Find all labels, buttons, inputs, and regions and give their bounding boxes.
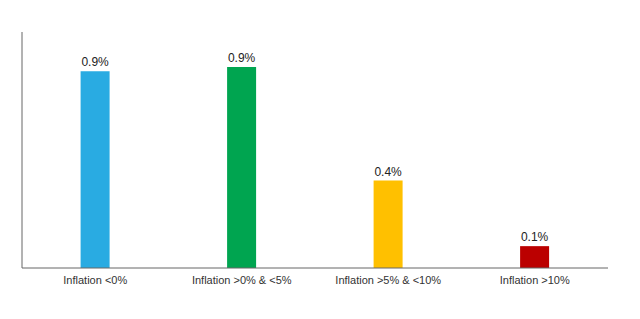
svg-text:0.4%: 0.4% xyxy=(374,165,402,179)
svg-text:0.1%: 0.1% xyxy=(521,230,549,244)
svg-text:Inflation <0%: Inflation <0% xyxy=(63,274,127,286)
svg-text:0.9%: 0.9% xyxy=(81,55,109,69)
svg-text:Inflation >5% & <10%: Inflation >5% & <10% xyxy=(335,274,441,286)
svg-text:Inflation >0% & <5%: Inflation >0% & <5% xyxy=(192,274,292,286)
svg-text:0.9%: 0.9% xyxy=(228,51,256,65)
svg-text:Inflation >10%: Inflation >10% xyxy=(500,274,570,286)
